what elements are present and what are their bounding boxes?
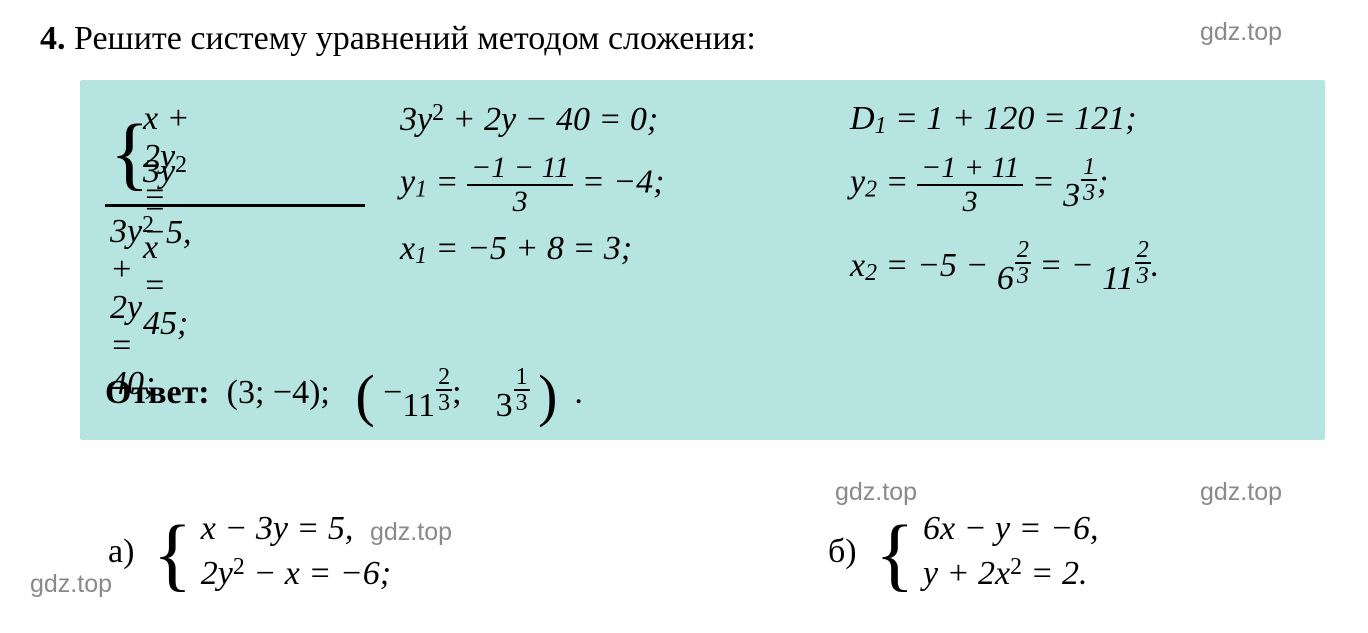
- worked-example-box: { x + 2y = −5, 3y2 − x = 45; 3y2 + 2y = …: [80, 80, 1325, 440]
- y2-tail-eq: =: [1032, 163, 1063, 200]
- task-a: а) { x − 3y = 5, 2y2 − x = −6;: [108, 510, 391, 598]
- sum-exp: 2: [142, 212, 154, 238]
- y1-fraction: −1 − 11 3: [467, 152, 573, 217]
- x2-m1: 623: [997, 238, 1031, 298]
- quadratic-eq: 3y2 + 2y − 40 = 0;: [400, 100, 664, 152]
- x2-m1-den: 3: [1015, 262, 1031, 288]
- problem-prompt: 4. Решите систему уравнений методом слож…: [40, 20, 756, 58]
- x2-m1-int: 6: [997, 260, 1014, 297]
- rparen-icon: ): [538, 373, 557, 419]
- ans2-sep: ;: [452, 374, 461, 411]
- x2-m2-den: 3: [1135, 262, 1151, 288]
- y2-eq: =: [877, 163, 917, 200]
- b-l2-rest: = 2.: [1022, 555, 1087, 592]
- ans2-b-int: 3: [496, 387, 513, 424]
- y2-lhs: y: [850, 163, 865, 200]
- ans2-a: 1123: [402, 365, 452, 425]
- brace-icon: {: [875, 515, 914, 593]
- y1-eq: =: [427, 163, 467, 200]
- x2-m2: 1123: [1102, 238, 1150, 298]
- x2-line: x2 = −5 − 623 = − 1123 .: [850, 238, 1159, 290]
- eq2-lhs: 3y: [143, 153, 175, 190]
- answer-pair1: (3; −4);: [227, 374, 330, 411]
- y2-mixed: 313: [1063, 155, 1097, 215]
- watermark: gdz.top: [1200, 18, 1282, 47]
- b-l2-p1: y + 2x: [923, 555, 1010, 592]
- b-l2-exp: 2: [1010, 554, 1022, 580]
- brace-icon: {: [153, 515, 192, 593]
- y2-mix-int: 3: [1063, 177, 1080, 214]
- task-a-line1: x − 3y = 5,: [201, 510, 391, 554]
- y2-mix-den: 3: [1081, 179, 1097, 205]
- discriminant-line: D1 = 1 + 120 = 121;: [850, 100, 1159, 152]
- ans2-b-num: 1: [514, 365, 530, 389]
- D-lhs: D: [850, 100, 875, 137]
- a-l2-lhs: 2y: [201, 555, 233, 592]
- task-a-label: а): [108, 533, 134, 570]
- y2-frac-num: −1 + 11: [917, 152, 1023, 184]
- watermark: gdz.top: [835, 478, 917, 507]
- D-rest: = 1 + 120 = 121;: [886, 100, 1136, 137]
- sum-lhs: 3y: [110, 213, 142, 250]
- task-b: б) { 6x − y = −6, y + 2x2 = 2.: [828, 510, 1099, 598]
- x2-m1-num: 2: [1015, 238, 1031, 262]
- y1-line: y1 = −1 − 11 3 = −4;: [400, 152, 664, 230]
- a-l2-exp: 2: [233, 554, 245, 580]
- ans2-pre: −: [383, 374, 402, 411]
- ans2-a-num: 2: [436, 365, 452, 389]
- ans2-b: 313: [496, 365, 530, 425]
- y1-sub: 1: [415, 176, 427, 202]
- x2-dot: .: [1151, 247, 1160, 284]
- x1-rest: = −5 + 8 = 3;: [427, 230, 632, 267]
- watermark: gdz.top: [30, 570, 112, 599]
- quad-lhs: 3y: [400, 101, 432, 138]
- y1-lhs: y: [400, 163, 415, 200]
- right-column: D1 = 1 + 120 = 121; y2 = −1 + 11 3 = 313…: [850, 100, 1159, 290]
- y1-frac-den: 3: [467, 184, 573, 218]
- a-l2-rest: − x = −6;: [245, 555, 391, 592]
- x2-m2-num: 2: [1135, 238, 1151, 262]
- eq2-exp: 2: [175, 152, 187, 178]
- y1-tail: = −4;: [582, 163, 665, 200]
- task-a-line2: 2y2 − x = −6;: [201, 554, 391, 598]
- lparen-icon: (: [355, 373, 374, 419]
- y2-fraction: −1 + 11 3: [917, 152, 1023, 217]
- y2-semi: ;: [1097, 163, 1108, 200]
- x1-line: x1 = −5 + 8 = 3;: [400, 230, 664, 282]
- sum-rule: [105, 204, 365, 207]
- x2-p2: = −: [1039, 247, 1093, 284]
- answer-line: Ответ: (3; −4); ( −1123; 313 ) .: [105, 365, 583, 425]
- y2-mix-num: 1: [1081, 155, 1097, 179]
- quad-exp: 2: [432, 100, 444, 126]
- y2-sub: 2: [865, 176, 877, 202]
- x2-sub: 2: [865, 260, 877, 286]
- x2-m2-int: 11: [1102, 260, 1133, 297]
- task-b-line1: 6x − y = −6,: [923, 510, 1099, 554]
- watermark: gdz.top: [1200, 478, 1282, 507]
- x2-p1: = −5 −: [877, 247, 997, 284]
- ans2-a-den: 3: [436, 389, 452, 415]
- x2-lhs: x: [850, 247, 865, 284]
- ans2-b-den: 3: [514, 389, 530, 415]
- page-root: gdz.top gdz.top gdz.top gdz.top gdz.top …: [0, 0, 1368, 633]
- middle-column: 3y2 + 2y − 40 = 0; y1 = −1 − 11 3 = −4; …: [400, 100, 664, 282]
- answer-label: Ответ:: [105, 374, 210, 411]
- y2-line: y2 = −1 + 11 3 = 313 ;: [850, 152, 1159, 230]
- task-b-label: б): [828, 533, 857, 570]
- problem-text: Решите систему уравнений методом сложени…: [74, 20, 756, 57]
- y2-frac-den: 3: [917, 184, 1023, 218]
- ans-dot: .: [574, 374, 583, 411]
- x1-lhs: x: [400, 230, 415, 267]
- y1-frac-num: −1 − 11: [467, 152, 573, 184]
- task-b-line2: y + 2x2 = 2.: [923, 554, 1099, 598]
- ans2-a-int: 11: [402, 387, 435, 424]
- quad-rest: + 2y − 40 = 0;: [444, 101, 658, 138]
- problem-number: 4.: [40, 20, 66, 57]
- D-sub: 1: [875, 113, 887, 139]
- x1-sub: 1: [415, 243, 427, 269]
